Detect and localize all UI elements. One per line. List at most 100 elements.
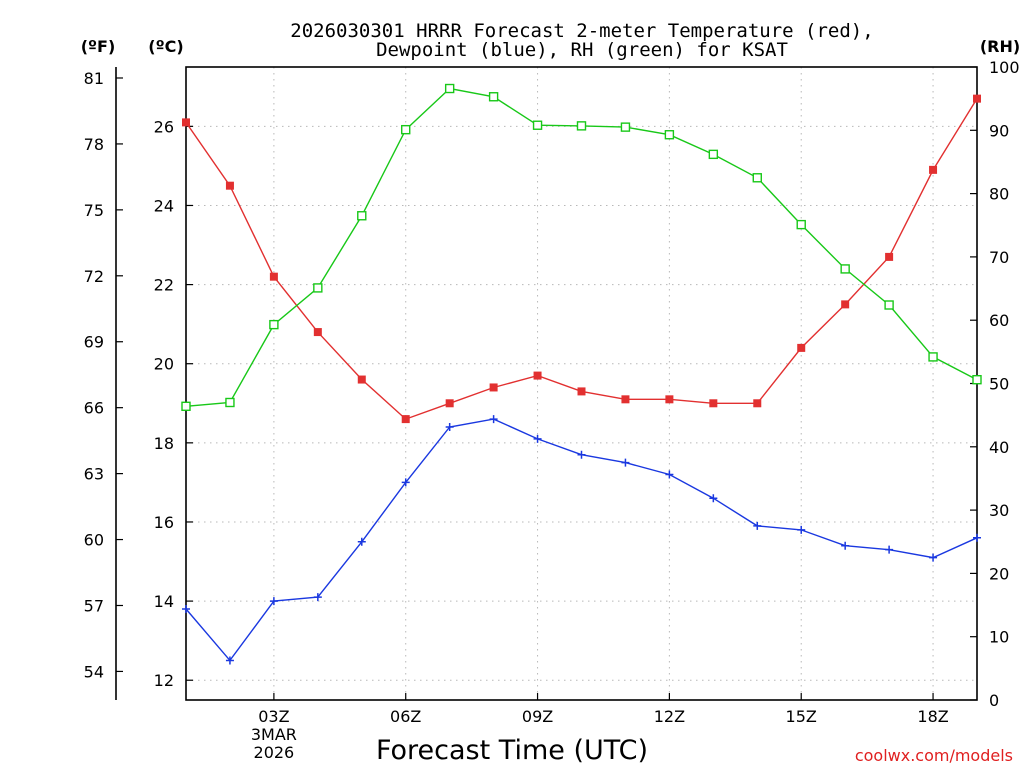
rh-point — [488, 92, 499, 102]
fahrenheit-tick-label: 72 — [84, 267, 104, 286]
x-tick-label: 15Z — [786, 707, 817, 726]
x-axis-label: Forecast Time (UTC) — [376, 735, 648, 766]
fahrenheit-tick-label: 54 — [84, 662, 104, 681]
rh-point — [313, 283, 323, 293]
dewpoint-point — [973, 533, 981, 542]
dewpoint-point — [665, 470, 674, 479]
temperature-point — [841, 300, 850, 309]
dewpoint-point — [357, 537, 366, 546]
dewpoint-point — [753, 521, 762, 530]
fahrenheit-tick-label: 63 — [84, 465, 104, 484]
dewpoint-point — [709, 494, 718, 503]
rh-point — [752, 173, 762, 183]
dewpoint-point — [489, 415, 498, 424]
rh-tick-label: 30 — [989, 501, 1009, 520]
gridlines — [186, 67, 977, 700]
celsius-tick-label: 12 — [154, 671, 174, 690]
rh-point — [884, 300, 894, 310]
rh-tick-label: 70 — [989, 248, 1009, 267]
celsius-tick-label: 18 — [154, 434, 174, 453]
rh-point — [532, 120, 543, 130]
rh-point — [444, 83, 455, 94]
dewpoint-point — [401, 478, 410, 487]
rh-unit-label: (RH) — [980, 37, 1020, 56]
fahrenheit-tick-label: 60 — [84, 531, 104, 550]
dewpoint-point — [269, 597, 278, 606]
temperature-point — [753, 399, 762, 408]
celsius-tick-label: 20 — [154, 355, 174, 374]
rh-tick-label: 60 — [989, 311, 1009, 330]
fahrenheit-unit-label: (ºF) — [81, 37, 116, 56]
rh-tick-label: 80 — [989, 185, 1009, 204]
rh-tick-label: 20 — [989, 564, 1009, 583]
chart-title-line-2: Dewpoint (blue), RH (green) for KSAT — [376, 39, 788, 61]
temperature-point — [709, 399, 718, 408]
dewpoint-point — [797, 525, 806, 534]
dewpoint-series — [182, 415, 981, 665]
dewpoint-point — [577, 450, 586, 459]
rh-point — [620, 122, 631, 132]
site-watermark: coolwx.com/models — [855, 746, 1013, 765]
axes: 54 57 60 63 66 69 72 75 78 81 12 14 16 18 20 22 24 26 0 10 2… — [84, 58, 1020, 762]
rh-point — [972, 375, 982, 385]
fahrenheit-tick-label: 78 — [84, 135, 104, 154]
temperature-point — [885, 252, 894, 261]
celsius-tick-label: 24 — [154, 196, 174, 215]
x-tick-label: 03Z — [258, 707, 289, 726]
x-tick-label: 18Z — [917, 707, 948, 726]
rh-tick-label: 0 — [989, 691, 999, 710]
rh-point — [928, 352, 938, 362]
rh-point — [401, 124, 411, 135]
temperature-point — [445, 399, 454, 408]
temperature-point — [182, 118, 190, 127]
temperature-point — [533, 371, 542, 380]
chart-title-line-1: 2026030301 HRRR Forecast 2-meter Tempera… — [290, 20, 873, 42]
rh-point — [181, 401, 191, 411]
temperature-point — [225, 181, 234, 190]
celsius-tick-label: 16 — [154, 513, 174, 532]
fahrenheit-tick-label: 57 — [84, 596, 104, 615]
temperature-point — [401, 415, 410, 424]
fahrenheit-tick-label: 69 — [84, 333, 104, 352]
celsius-tick-label: 22 — [154, 276, 174, 295]
celsius-unit-label: (ºC) — [148, 37, 183, 56]
dewpoint-point — [621, 458, 630, 467]
rh-line — [185, 87, 978, 407]
temperature-point — [577, 387, 586, 396]
x-tick-label: 09Z — [522, 707, 553, 726]
rh-tick-label: 90 — [989, 121, 1009, 140]
temperature-point — [621, 395, 630, 404]
temperature-point — [313, 328, 322, 337]
dewpoint-point — [929, 553, 938, 562]
temperature-point — [269, 272, 278, 281]
temperature-point — [929, 165, 938, 174]
rh-point — [708, 149, 719, 160]
temperature-series — [182, 94, 981, 424]
dewpoint-point — [533, 434, 542, 443]
dewpoint-point — [225, 656, 234, 665]
temperature-point — [797, 343, 806, 352]
x-tick-label: 3MAR — [251, 725, 297, 744]
temperature-point — [489, 383, 498, 392]
rh-point — [576, 121, 587, 131]
dewpoint-point — [182, 605, 190, 614]
rh-tick-label: 50 — [989, 375, 1009, 394]
fahrenheit-tick-label: 66 — [84, 399, 104, 418]
rh-tick-label: 10 — [989, 628, 1009, 647]
dewpoint-point — [885, 545, 894, 554]
celsius-tick-label: 26 — [154, 117, 174, 136]
celsius-tick-label: 14 — [154, 592, 174, 611]
temperature-line — [185, 98, 978, 420]
data-series — [181, 83, 982, 665]
dewpoint-point — [313, 593, 322, 602]
x-tick-label: 12Z — [654, 707, 685, 726]
fahrenheit-tick-label: 75 — [84, 201, 104, 220]
rh-point — [225, 397, 235, 408]
temperature-point — [665, 395, 674, 404]
rh-series — [181, 83, 982, 411]
dewpoint-point — [445, 423, 454, 432]
rh-tick-label: 100 — [989, 58, 1020, 77]
x-tick-label: 2026 — [254, 743, 295, 762]
rh-point — [357, 211, 367, 221]
